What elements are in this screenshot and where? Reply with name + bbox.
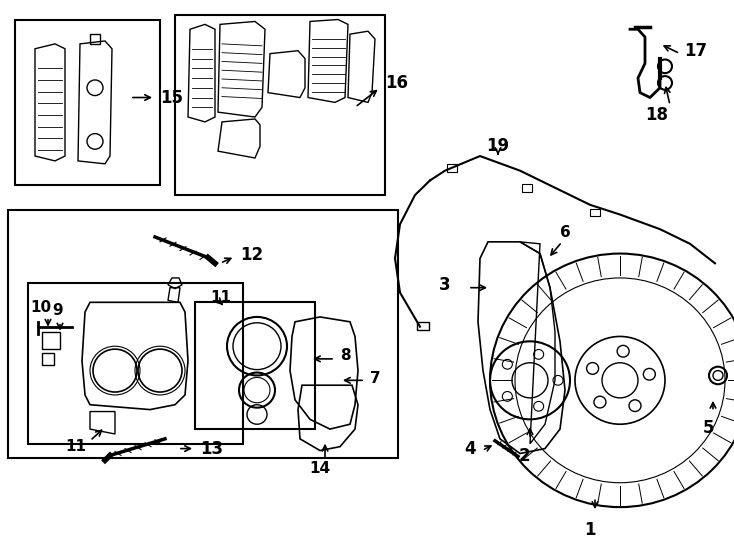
- Text: 17: 17: [684, 42, 707, 60]
- Text: 8: 8: [340, 348, 351, 363]
- Bar: [522, 184, 532, 192]
- Text: 19: 19: [487, 137, 509, 156]
- Text: 10: 10: [30, 300, 51, 315]
- Text: 1: 1: [584, 521, 596, 539]
- Text: 11: 11: [210, 290, 231, 305]
- Bar: [590, 208, 600, 217]
- Bar: [417, 322, 429, 329]
- Text: 18: 18: [645, 106, 669, 124]
- Text: 2: 2: [518, 447, 530, 464]
- Bar: [175, 15, 385, 195]
- Text: 7: 7: [370, 371, 381, 386]
- Text: 11: 11: [65, 439, 86, 454]
- Text: 12: 12: [240, 246, 263, 264]
- Text: 13: 13: [200, 440, 223, 457]
- Text: 14: 14: [310, 461, 330, 476]
- Bar: [28, 283, 243, 444]
- Bar: [195, 302, 315, 429]
- Bar: [42, 353, 54, 365]
- Text: 6: 6: [559, 225, 570, 240]
- Text: 9: 9: [52, 302, 62, 318]
- Text: 16: 16: [385, 74, 408, 92]
- Text: 4: 4: [464, 440, 476, 457]
- Text: 5: 5: [702, 420, 713, 437]
- Bar: [15, 19, 160, 185]
- Bar: [447, 164, 457, 172]
- Text: 15: 15: [160, 89, 183, 106]
- Text: 3: 3: [439, 276, 451, 294]
- Bar: [8, 210, 398, 458]
- Bar: [42, 332, 60, 349]
